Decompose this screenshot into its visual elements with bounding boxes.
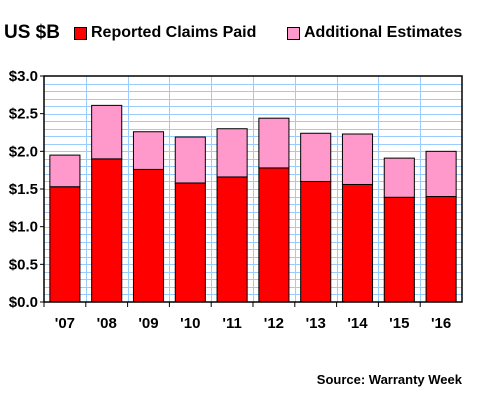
x-tick-label: '13: [306, 315, 326, 332]
x-tick-label: '12: [264, 315, 284, 332]
x-tick-label: '09: [138, 315, 158, 332]
bar-reported-5: [258, 167, 290, 303]
legend-swatch-additional: [287, 26, 300, 40]
bar-additional-1: [91, 104, 123, 160]
bar-additional-6: [300, 132, 332, 182]
legend-label-reported: Reported Claims Paid: [91, 24, 257, 41]
bar-additional-7: [341, 133, 374, 185]
bar-reported-7: [341, 183, 374, 303]
bar-additional-4: [216, 128, 248, 178]
bar-reported-1: [91, 158, 123, 303]
y-tick-label: $3.0: [9, 68, 38, 85]
bar-reported-4: [216, 176, 248, 303]
legend-item-reported: Reported Claims Paid: [74, 24, 256, 42]
y-tick-label: $0.0: [9, 294, 38, 311]
bar-additional-8: [383, 157, 415, 198]
y-tick-label: $2.5: [9, 106, 38, 123]
legend-label-additional: Additional Estimates: [304, 24, 463, 41]
x-tick-label: '11: [222, 315, 241, 332]
bar-reported-0: [49, 186, 81, 303]
y-tick-label: $1.0: [9, 219, 38, 236]
bar-reported-8: [383, 196, 415, 303]
unit-label: US $B: [4, 22, 60, 43]
plot-frame: [43, 75, 463, 303]
x-tick-label: '10: [180, 315, 200, 332]
bar-additional-2: [132, 131, 165, 170]
y-tick-label: $0.5: [9, 256, 38, 273]
bar-reported-6: [300, 180, 332, 303]
x-tick-label: '15: [389, 315, 409, 332]
y-tick-label: $1.5: [9, 181, 38, 198]
bar-additional-0: [49, 154, 81, 188]
x-tick-label: '16: [431, 315, 451, 332]
bar-additional-3: [174, 136, 206, 184]
y-tick-label: $2.0: [9, 143, 38, 160]
x-tick-label: '07: [55, 315, 75, 332]
x-tick-label: '14: [347, 315, 368, 332]
x-axis-ticks: '07 '08 '09 '10 '11 '12 '13 '14 '15 '16: [43, 302, 451, 332]
bar-reported-3: [174, 182, 206, 303]
y-axis-ticks: $0.0 $0.5 $1.0 $1.5 $2.0 $2.5 $3.0: [9, 68, 44, 311]
bar-reported-2: [132, 168, 165, 303]
source-note: Source: Warranty Week: [316, 372, 462, 387]
x-tick-label: '08: [97, 315, 117, 332]
legend-item-additional: Additional Estimates: [287, 24, 462, 42]
bar-reported-9: [425, 196, 457, 303]
bar-additional-9: [425, 150, 457, 198]
bar-additional-5: [258, 117, 290, 169]
legend-swatch-reported: [74, 26, 87, 40]
